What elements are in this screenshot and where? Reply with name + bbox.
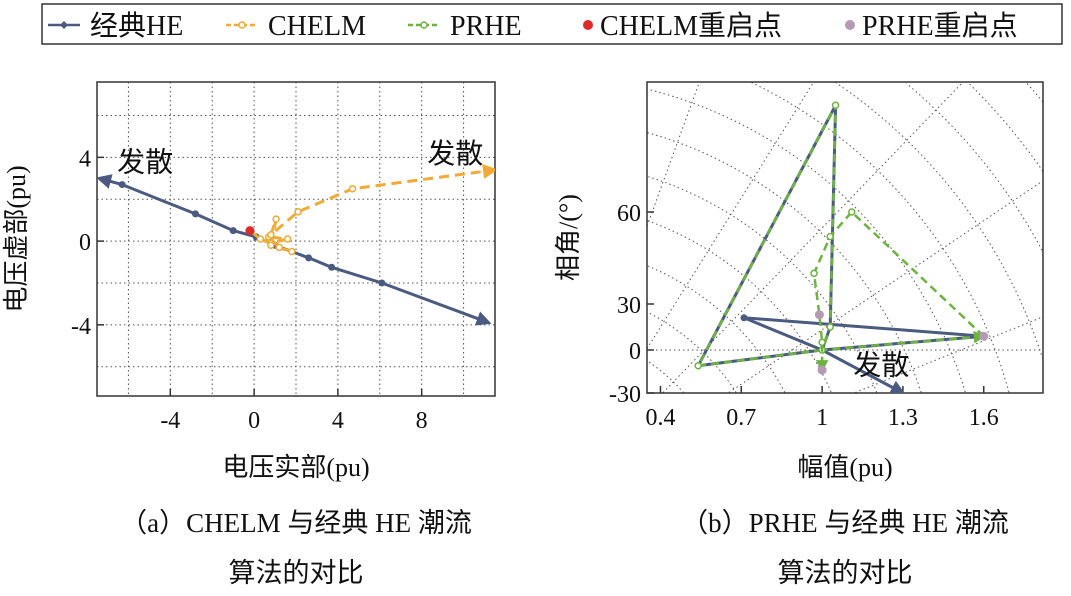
legend-marker-4 <box>845 20 855 30</box>
y-axis-label: 电压虚部(pu) <box>2 165 31 312</box>
y-tick-label: 60 <box>617 201 641 227</box>
x-tick-label: 1.3 <box>888 405 918 431</box>
data-point <box>348 185 357 193</box>
series-line-1 <box>695 104 987 368</box>
legend-marker-1 <box>238 21 246 29</box>
grid-arc <box>750 81 1010 393</box>
x-tick-label: 8 <box>416 408 428 434</box>
data-point <box>818 338 826 347</box>
grid-arc <box>648 176 878 393</box>
x-tick-label: 0.4 <box>645 405 675 431</box>
y-axis-label: 相角/(°) <box>554 194 583 281</box>
legend-marker-3 <box>583 20 593 30</box>
legend-label-2: PRHE <box>450 11 522 42</box>
x-tick-label: 1.6 <box>969 405 999 431</box>
data-point <box>305 254 313 262</box>
grid-arc <box>647 265 786 393</box>
data-point <box>810 269 818 278</box>
y-tick-label: -4 <box>71 314 91 340</box>
data-point <box>275 243 283 252</box>
data-point <box>191 210 199 218</box>
caption-line-2: 算法的对比 <box>229 558 364 588</box>
x-axis-label: 电压实部(pu) <box>222 453 369 482</box>
x-tick-label: -4 <box>160 408 180 434</box>
restart-point <box>817 365 827 375</box>
legend-marker-0 <box>60 21 68 29</box>
x-tick-label: 0 <box>248 408 260 434</box>
grid-radial <box>646 81 700 227</box>
annotation: 发散 <box>427 138 483 170</box>
grid-arc <box>968 83 1044 172</box>
legend-box <box>41 3 1063 45</box>
data-point <box>294 208 302 216</box>
legend: 经典HE CHELM PRHE CHELM重启点 PRHE重启点 <box>41 3 1063 45</box>
data-point <box>229 227 237 235</box>
legend-label-4: PRHE重启点 <box>862 10 1018 42</box>
data-point <box>118 181 126 189</box>
data-point <box>826 232 834 241</box>
caption-line-2: 算法的对比 <box>778 558 913 588</box>
series-group <box>694 101 989 393</box>
caption-line-1: （b）PRHE 与经典 HE 潮流 <box>681 508 1009 538</box>
y-tick-label: 0 <box>629 339 641 365</box>
data-point <box>694 362 702 370</box>
legend-label-0: 经典HE <box>90 10 183 42</box>
series-group <box>97 164 495 326</box>
grid-arc <box>1025 82 1044 103</box>
restart-point <box>979 331 989 341</box>
data-point <box>378 279 386 287</box>
data-point <box>288 247 296 256</box>
grid-arc <box>647 88 966 393</box>
plot-frame <box>646 81 1044 394</box>
data-point <box>831 101 840 109</box>
caption-line-1: （a）CHELM 与经典 HE 潮流 <box>120 508 472 538</box>
x-tick-label: 1 <box>816 405 828 431</box>
grid-radial <box>646 82 814 349</box>
plot-frame <box>96 81 496 397</box>
data-point <box>267 231 275 239</box>
x-tick-label: 4 <box>332 408 344 434</box>
x-axis-label: 幅值(pu) <box>797 453 892 482</box>
grid-arc <box>835 81 1044 360</box>
legend-label-3: CHELM重启点 <box>600 10 782 42</box>
grid-radial <box>728 180 1043 393</box>
data-point <box>267 241 275 250</box>
grid-arc <box>906 83 1043 251</box>
restart-point <box>814 310 824 320</box>
series-line-2 <box>812 210 985 373</box>
restart-point <box>245 226 255 236</box>
polar-grid <box>646 81 1044 394</box>
data-point <box>826 323 834 331</box>
data-point <box>283 235 292 243</box>
data-point <box>740 314 748 322</box>
x-tick-label: 0.7 <box>726 405 756 431</box>
data-point <box>328 263 336 271</box>
data-point <box>847 208 856 216</box>
annotation: 发散 <box>117 147 173 179</box>
annotation: 发散 <box>853 349 909 381</box>
legend-label-1: CHELM <box>268 11 366 42</box>
y-tick-label: 30 <box>617 293 641 319</box>
grid-arc <box>647 220 832 393</box>
data-point <box>272 215 280 223</box>
legend-marker-2 <box>420 21 428 29</box>
data-point <box>256 235 265 243</box>
grid-arc <box>647 360 685 394</box>
y-tick-label: -30 <box>609 382 641 408</box>
y-tick-label: 4 <box>79 146 91 172</box>
grid-arc <box>646 311 737 393</box>
y-tick-label: 0 <box>79 230 91 256</box>
